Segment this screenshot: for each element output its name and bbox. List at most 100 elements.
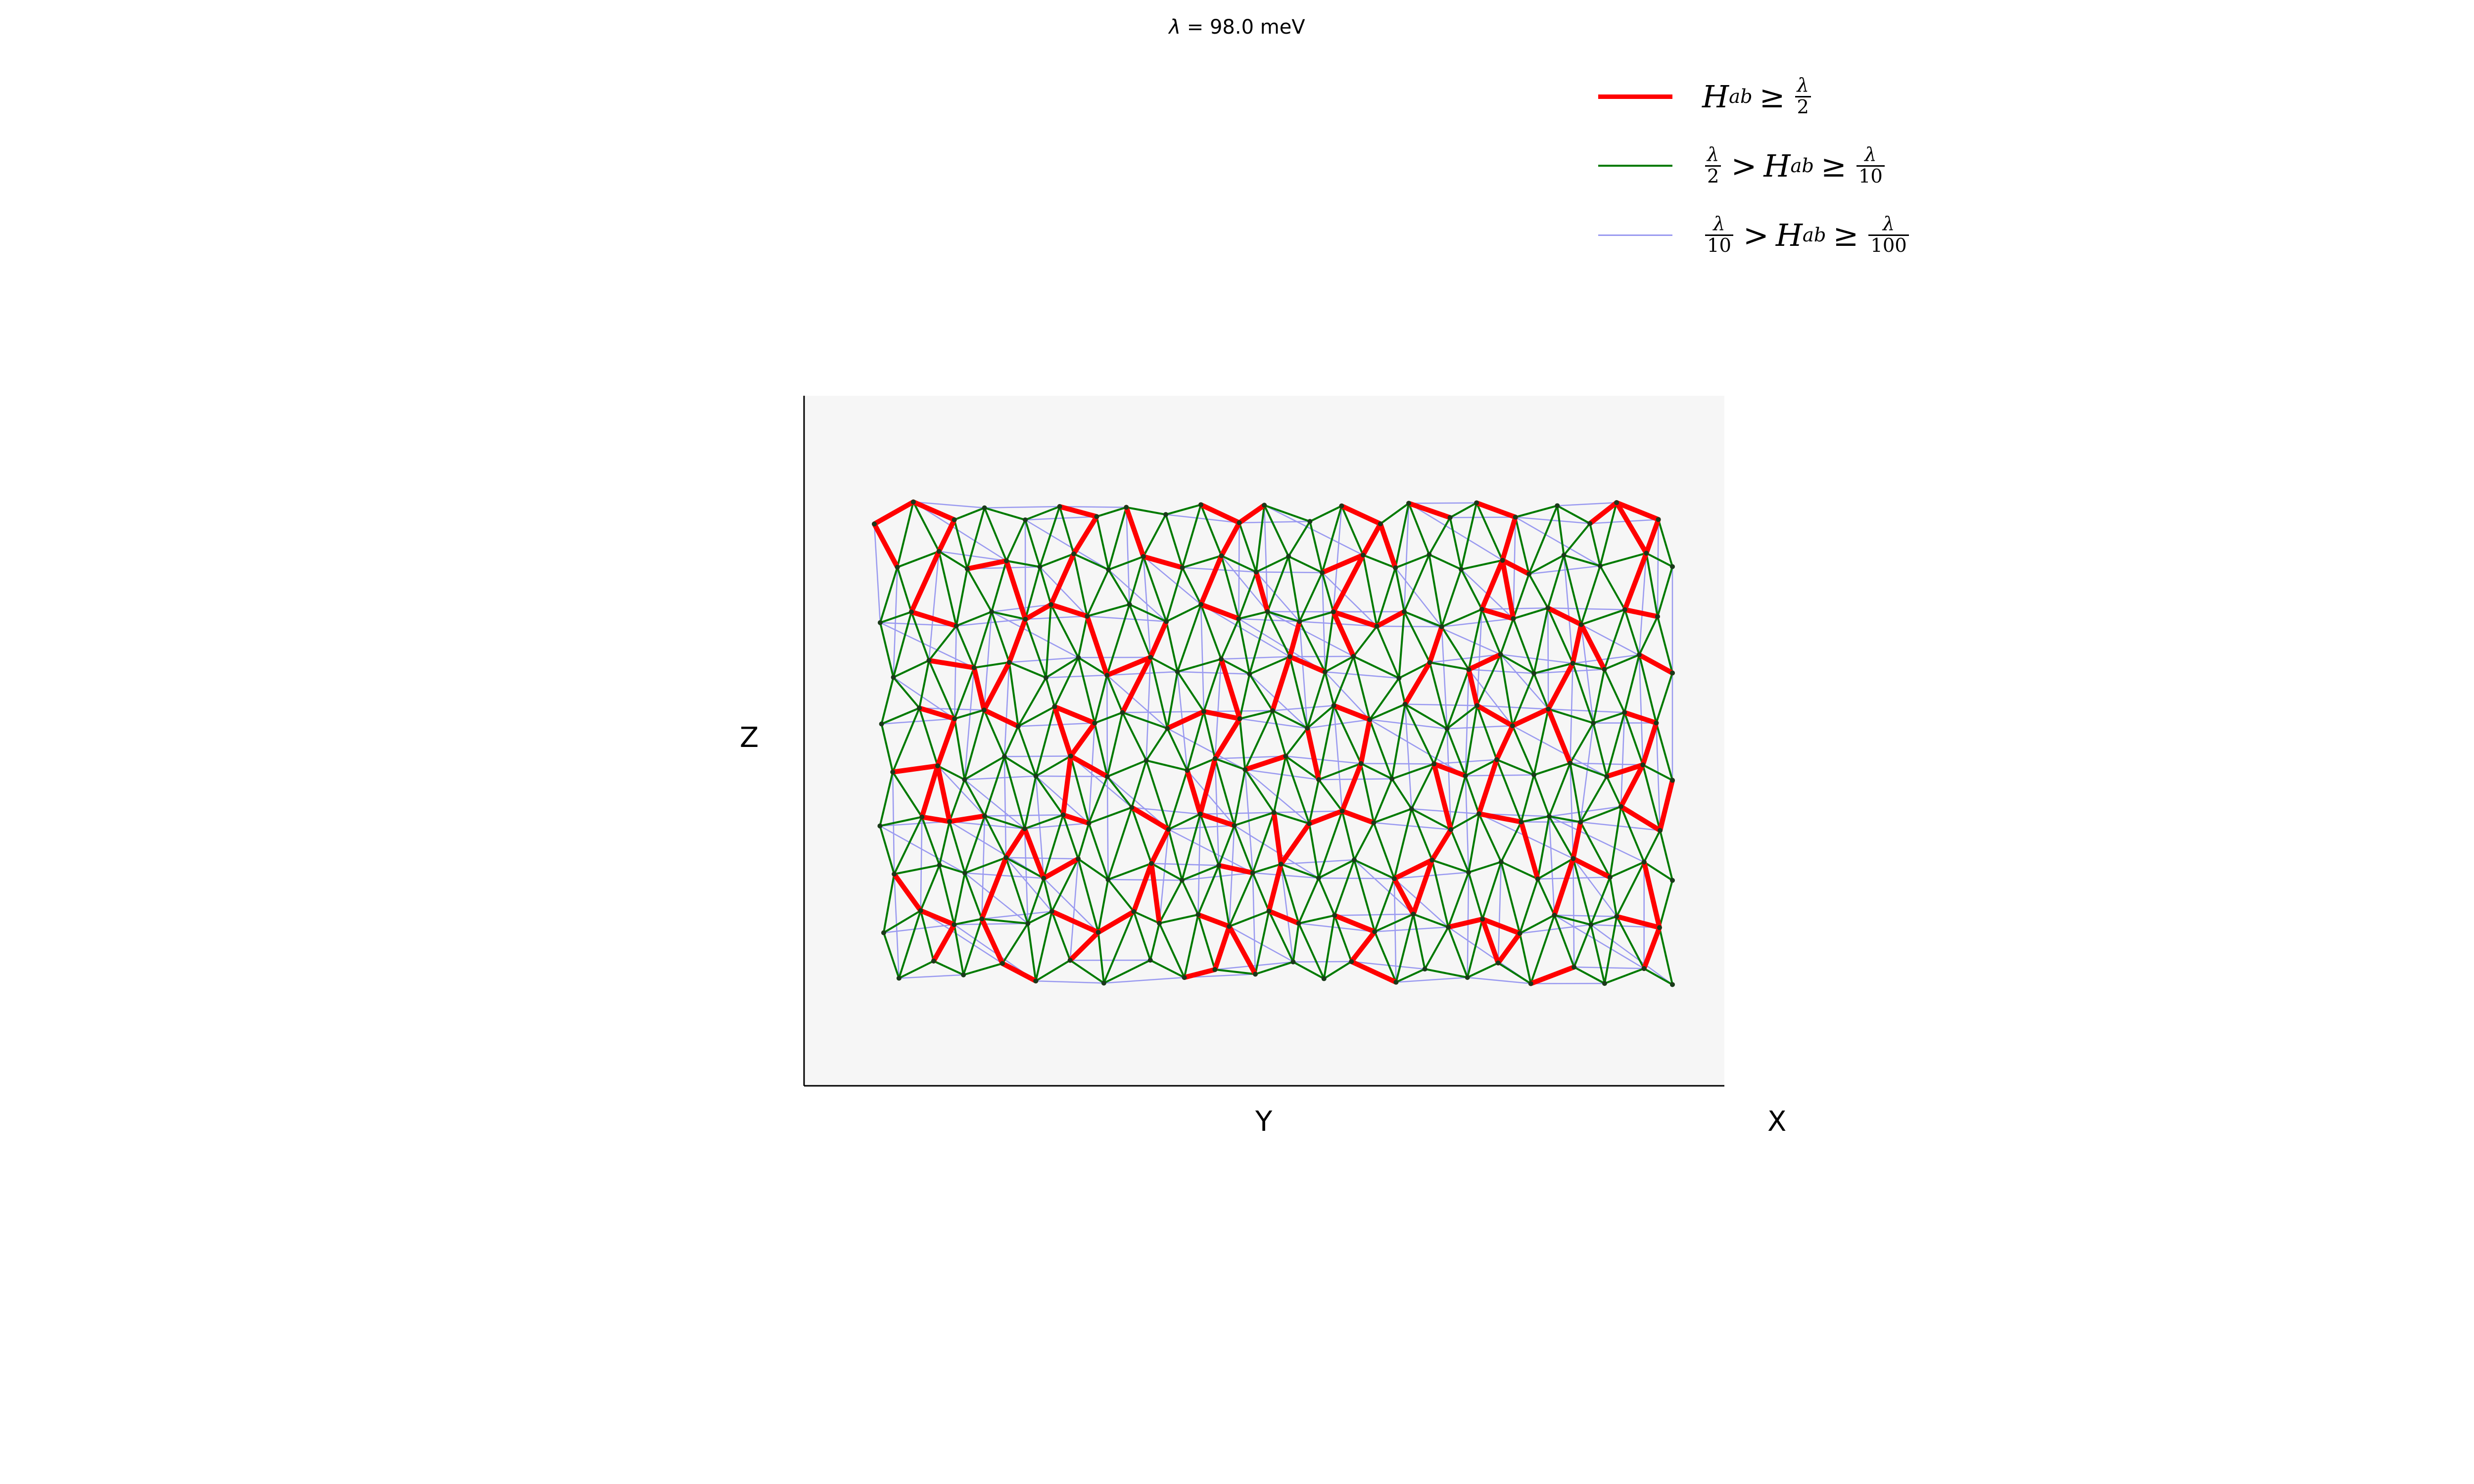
medium-edge <box>1285 755 1320 781</box>
weak-edge <box>1441 626 1448 730</box>
medium-edge <box>1254 910 1270 975</box>
medium-edge <box>1176 670 1205 713</box>
medium-edge <box>1563 522 1591 556</box>
molecule-node <box>1048 602 1054 607</box>
medium-edge <box>1165 603 1202 623</box>
molecule-node <box>1076 856 1081 862</box>
medium-edge <box>1035 959 1071 982</box>
medium-edge <box>1412 913 1426 970</box>
medium-edge <box>1244 768 1275 814</box>
molecule-node <box>1622 607 1627 612</box>
molecule-node <box>1494 757 1499 762</box>
molecule-node <box>1431 761 1437 767</box>
weak-edge <box>1353 859 1414 915</box>
weak-edge <box>1656 722 1661 832</box>
medium-edge <box>938 864 966 874</box>
molecule-node <box>1216 863 1222 868</box>
medium-edge <box>1547 708 1595 724</box>
molecule-node <box>1201 709 1206 714</box>
medium-edge <box>1374 913 1415 933</box>
strong-edge <box>1640 720 1659 768</box>
medium-edge <box>1128 603 1168 623</box>
fraction-denominator: 10 <box>1705 234 1733 256</box>
medium-edge <box>1369 718 1393 780</box>
medium-edge <box>991 559 1008 613</box>
medium-edge <box>963 872 983 920</box>
molecule-node <box>1636 652 1642 657</box>
weak-edge <box>1150 863 1220 866</box>
molecule-node <box>1393 565 1398 570</box>
medium-edge <box>1394 554 1430 569</box>
medium-edge <box>1548 762 1571 818</box>
molecule-node <box>1149 861 1154 866</box>
strong-edge <box>1071 514 1099 556</box>
medium-edge <box>1133 910 1161 925</box>
medium-edge <box>1202 658 1223 713</box>
molecule-node <box>1124 505 1129 510</box>
medium-edge <box>1050 603 1080 659</box>
weak-edge <box>1570 762 1574 859</box>
medium-edge <box>1645 552 1659 618</box>
molecule-node <box>1531 671 1537 676</box>
weak-edge <box>1476 705 1549 710</box>
molecule-node <box>1622 710 1627 715</box>
medium-edge <box>1254 961 1294 975</box>
weak-edge <box>1003 756 1007 859</box>
medium-edge <box>949 779 966 823</box>
strong-edge <box>1570 856 1613 880</box>
medium-edge <box>1181 864 1220 881</box>
weak-edge <box>1039 566 1088 617</box>
medium-edge <box>1050 910 1071 962</box>
molecule-node <box>1519 819 1524 825</box>
molecule-node <box>1358 761 1364 766</box>
strong-edge <box>918 908 957 928</box>
molecule-node <box>1278 861 1284 867</box>
medium-edge <box>1599 502 1618 567</box>
strong-edge <box>919 763 941 820</box>
strong-edge <box>1068 753 1110 779</box>
medium-edge <box>1128 556 1144 605</box>
molecule-node <box>1393 979 1399 985</box>
medium-edge <box>1464 775 1480 815</box>
molecule-node <box>1670 878 1675 883</box>
molecule-node <box>1657 925 1662 930</box>
medium-edge <box>1297 877 1320 925</box>
molecule-node <box>1474 500 1479 506</box>
medium-edge <box>1548 815 1574 860</box>
molecule-node <box>1447 515 1453 520</box>
medium-edge <box>983 507 1027 521</box>
molecule-node <box>872 521 877 527</box>
medium-edge <box>1533 762 1571 776</box>
weak-edge <box>1433 759 1498 765</box>
medium-edge <box>938 550 968 570</box>
medium-edge <box>1003 755 1037 777</box>
strong-edge <box>1552 856 1576 918</box>
molecule-node <box>1129 805 1135 810</box>
weak-edge <box>949 821 1026 830</box>
medium-edge <box>1097 879 1109 933</box>
medium-edge <box>963 709 985 781</box>
molecule-node <box>1614 914 1619 919</box>
molecule-node <box>1262 503 1267 508</box>
medium-edge <box>1603 668 1626 714</box>
medium-edge <box>1263 504 1290 557</box>
medium-edge <box>963 815 986 874</box>
strong-edge <box>1622 551 1649 612</box>
molecule-node <box>1517 930 1522 936</box>
medium-edge <box>1292 961 1325 980</box>
medium-edge <box>963 755 1005 781</box>
molecule-node <box>935 763 941 769</box>
weak-edge <box>1252 872 1320 879</box>
strong-edge <box>1003 826 1027 860</box>
medium-edge <box>1440 568 1463 628</box>
legend-line-medium <box>1598 165 1672 167</box>
medium-edge <box>1233 768 1246 827</box>
medium-edge <box>1324 655 1355 673</box>
medium-edge <box>1158 914 1199 925</box>
medium-edge <box>1165 566 1184 623</box>
strong-edge <box>1266 861 1284 914</box>
weak-edge <box>1168 825 1235 830</box>
weak-edge <box>1554 914 1618 917</box>
medium-edge <box>966 507 986 570</box>
medium-edge <box>1176 603 1202 673</box>
